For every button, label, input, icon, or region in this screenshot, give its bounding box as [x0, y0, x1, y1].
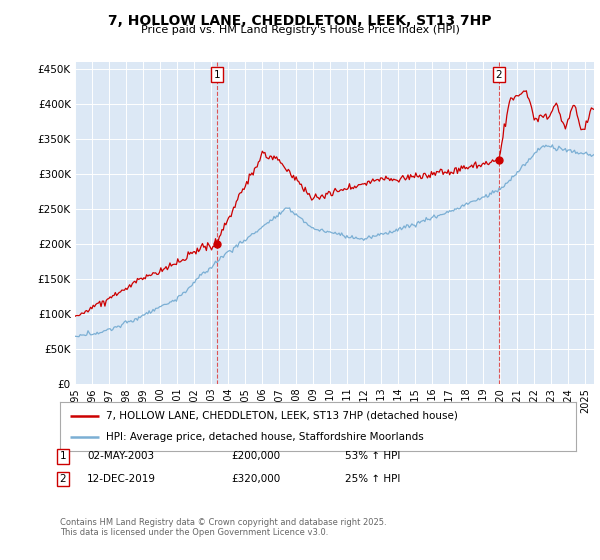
Text: 7, HOLLOW LANE, CHEDDLETON, LEEK, ST13 7HP (detached house): 7, HOLLOW LANE, CHEDDLETON, LEEK, ST13 7…	[106, 410, 458, 421]
Text: Price paid vs. HM Land Registry's House Price Index (HPI): Price paid vs. HM Land Registry's House …	[140, 25, 460, 35]
Text: 7, HOLLOW LANE, CHEDDLETON, LEEK, ST13 7HP: 7, HOLLOW LANE, CHEDDLETON, LEEK, ST13 7…	[108, 14, 492, 28]
Text: 1: 1	[214, 69, 220, 80]
Text: 1: 1	[59, 451, 67, 461]
Text: 2: 2	[496, 69, 502, 80]
Text: HPI: Average price, detached house, Staffordshire Moorlands: HPI: Average price, detached house, Staf…	[106, 432, 424, 442]
Text: 25% ↑ HPI: 25% ↑ HPI	[345, 474, 400, 484]
Text: 2: 2	[59, 474, 67, 484]
Text: 12-DEC-2019: 12-DEC-2019	[87, 474, 156, 484]
Text: 02-MAY-2003: 02-MAY-2003	[87, 451, 154, 461]
Text: £200,000: £200,000	[231, 451, 280, 461]
Text: £320,000: £320,000	[231, 474, 280, 484]
Text: 53% ↑ HPI: 53% ↑ HPI	[345, 451, 400, 461]
Text: Contains HM Land Registry data © Crown copyright and database right 2025.
This d: Contains HM Land Registry data © Crown c…	[60, 518, 386, 538]
